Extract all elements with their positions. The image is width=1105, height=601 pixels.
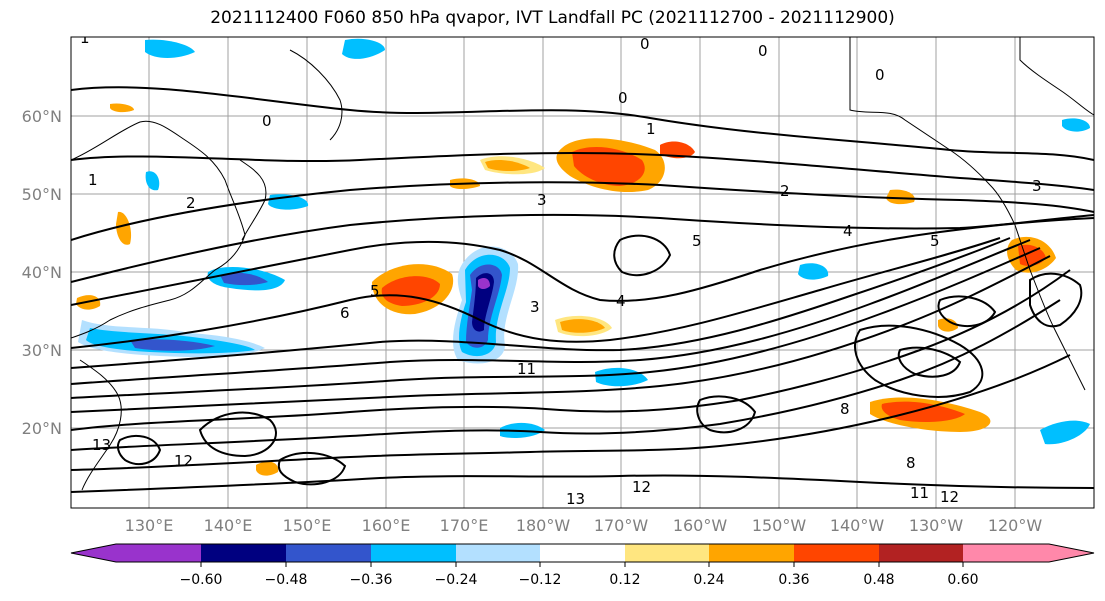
contour-label: 5 (370, 282, 380, 300)
lat-label: 40°N (22, 263, 62, 282)
colorbar-swatch (540, 544, 625, 562)
colorbar-tick-label: 0.36 (778, 572, 809, 588)
colorbar-swatch (456, 544, 540, 562)
contour-label: 2 (780, 182, 790, 200)
colorbar-swatch (286, 544, 371, 562)
lon-label: 160°W (673, 516, 728, 535)
map-title: 2021112400 F060 850 hPa qvapor, IVT Land… (210, 8, 895, 28)
colorbar-tick-label: 0.12 (609, 572, 640, 588)
contour-label: 0 (640, 35, 650, 53)
colorbar-swatch (879, 544, 963, 562)
colorbar-swatch (201, 544, 286, 562)
colorbar-tick-label: 0.24 (693, 572, 724, 588)
contour-label: 1 (80, 29, 90, 47)
lon-label: 140°E (204, 516, 253, 535)
contour-label: 5 (930, 232, 940, 250)
lat-label: 20°N (22, 419, 62, 438)
contour-label: 0 (262, 112, 272, 130)
colorbar-swatch (625, 544, 709, 562)
map-frame (70, 36, 1095, 509)
lon-label: 170°E (440, 516, 489, 535)
colorbar-swatch (371, 544, 456, 562)
lat-label: 50°N (22, 185, 62, 204)
contour-labels: 0 0 0 0 0 1 1 1 2 2 3 3 3 4 4 5 5 5 6 8 … (80, 29, 1042, 508)
lon-label: 160°E (362, 516, 411, 535)
coastlines (71, 37, 1094, 491)
contour-label: 1 (88, 171, 98, 189)
contour-label: 8 (906, 454, 916, 472)
lon-label: 130°E (125, 516, 174, 535)
contour-label: 3 (1032, 177, 1042, 195)
colorbar-tick-label: −0.24 (435, 572, 478, 588)
colorbar: −0.60 −0.48 −0.36 −0.24 −0.12 0.12 0.24 … (70, 543, 1095, 588)
longitude-labels: 130°E 140°E 150°E 160°E 170°E 180°W 170°… (125, 516, 1043, 535)
colorbar-swatch (794, 544, 879, 562)
contour-label: 8 (840, 400, 850, 418)
contour-label: 0 (758, 42, 768, 60)
contour-label: 5 (692, 232, 702, 250)
contour-label: 13 (92, 436, 111, 454)
lon-label: 170°W (594, 516, 649, 535)
colorbar-tick-label: −0.48 (265, 572, 308, 588)
contour-label: 3 (530, 298, 540, 316)
colorbar-swatch (963, 544, 1094, 562)
lon-label: 150°W (752, 516, 807, 535)
latitude-labels: 60°N 50°N 40°N 30°N 20°N (22, 107, 62, 438)
colorbar-swatch (709, 544, 794, 562)
lat-label: 60°N (22, 107, 62, 126)
lon-label: 140°W (830, 516, 885, 535)
colorbar-tick-label: −0.12 (519, 572, 562, 588)
contour-label: 2 (186, 194, 196, 212)
colorbar-tick-label: 0.48 (863, 572, 894, 588)
contour-label: 4 (616, 292, 626, 310)
colorbar-tick-label: 0.60 (947, 572, 978, 588)
contour-label: 12 (940, 488, 959, 506)
contour-label: 0 (618, 89, 628, 107)
colorbar-tick-label: −0.36 (350, 572, 393, 588)
contour-label: 1 (646, 120, 656, 138)
contour-label: 12 (632, 478, 651, 496)
lon-label: 130°W (909, 516, 964, 535)
contour-label: 12 (174, 452, 193, 470)
contour-label: 11 (910, 484, 929, 502)
contour-label: 0 (875, 66, 885, 84)
contour-label: 3 (537, 191, 547, 209)
contour-lines (71, 86, 1094, 493)
lat-label: 30°N (22, 341, 62, 360)
lon-label: 120°W (988, 516, 1043, 535)
contour-label: 11 (517, 360, 536, 378)
contour-label: 13 (566, 490, 585, 508)
lon-label: 150°E (283, 516, 332, 535)
lon-label: 180°W (516, 516, 571, 535)
colorbar-swatch (71, 544, 201, 562)
contour-label: 6 (340, 304, 350, 322)
colorbar-tick-label: −0.60 (180, 572, 223, 588)
contour-label: 4 (843, 222, 853, 240)
